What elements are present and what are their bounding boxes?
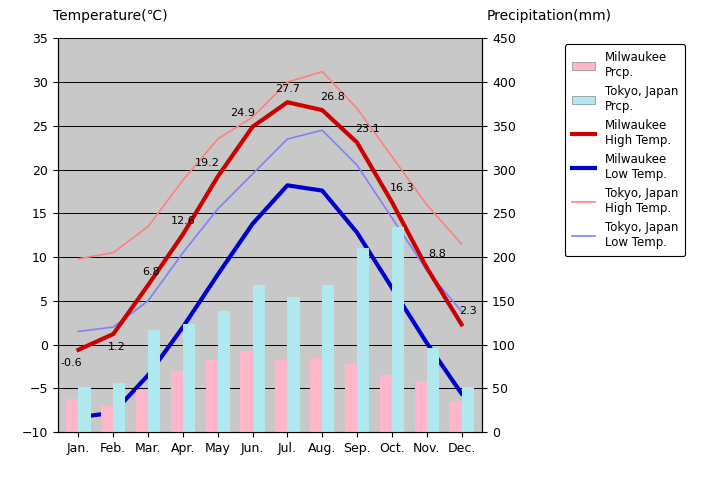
Bar (427, 348, 439, 432)
Bar (183, 324, 195, 432)
Bar (171, 371, 183, 432)
Text: 26.8: 26.8 (320, 92, 345, 102)
Bar (462, 387, 474, 432)
Bar (78, 386, 91, 432)
Bar (415, 381, 427, 432)
Bar (101, 406, 113, 432)
Text: 6.8: 6.8 (143, 266, 161, 276)
Legend: Milwaukee
Prcp., Tokyo, Japan
Prcp., Milwaukee
High Temp., Milwaukee
Low Temp., : Milwaukee Prcp., Tokyo, Japan Prcp., Mil… (564, 44, 685, 256)
Bar (240, 351, 253, 432)
Bar (253, 285, 265, 432)
Text: 23.1: 23.1 (355, 124, 380, 134)
Bar (379, 375, 392, 432)
Text: -0.6: -0.6 (60, 358, 82, 368)
Text: 2.3: 2.3 (459, 306, 477, 316)
Bar (392, 228, 404, 432)
Bar (449, 401, 462, 432)
Bar (148, 330, 161, 432)
Text: 16.3: 16.3 (390, 183, 415, 193)
Text: 27.7: 27.7 (275, 84, 300, 94)
Bar (66, 399, 78, 432)
Bar (275, 360, 287, 432)
Bar (345, 364, 357, 432)
Text: 8.8: 8.8 (428, 249, 446, 259)
Text: Temperature(℃): Temperature(℃) (53, 9, 168, 23)
Bar (113, 383, 125, 432)
Bar (217, 312, 230, 432)
Bar (323, 285, 334, 432)
Bar (206, 360, 217, 432)
Text: Precipitation(mm): Precipitation(mm) (487, 9, 612, 23)
Bar (287, 297, 300, 432)
Text: 19.2: 19.2 (195, 158, 220, 168)
Bar (357, 248, 369, 432)
Text: 12.6: 12.6 (171, 216, 195, 226)
Bar (136, 390, 148, 432)
Text: 1.2: 1.2 (108, 342, 126, 352)
Bar (310, 358, 323, 432)
Text: 24.9: 24.9 (230, 108, 255, 118)
